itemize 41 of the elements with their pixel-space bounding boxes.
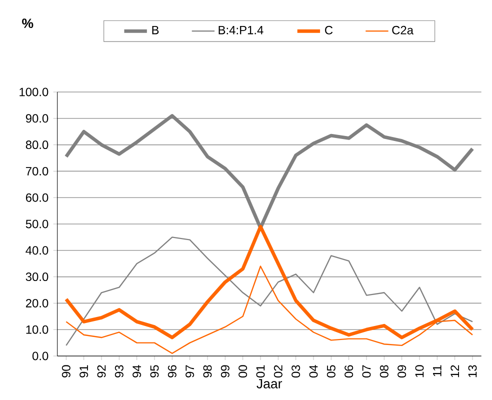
y-tick-label: 90.0 — [26, 114, 48, 123]
x-tick-label: 04 — [309, 365, 318, 378]
x-tick-label: 95 — [150, 365, 159, 378]
y-tick-label: 60.0 — [26, 193, 48, 202]
y-tick-label: 50.0 — [26, 220, 48, 228]
x-tick-label: 99 — [220, 365, 230, 378]
x-tick-label: 07 — [362, 365, 371, 378]
x-tick-label: 97 — [186, 365, 194, 378]
x-tick-label: 01 — [256, 365, 265, 378]
x-tick-label: 03 — [292, 365, 300, 378]
y-tick-label: 30.0 — [26, 272, 48, 282]
y-tick-label: 20.0 — [26, 298, 48, 308]
y-axis-title: % — [22, 18, 34, 28]
x-tick-label: 98 — [203, 365, 212, 378]
x-tick-label: 93 — [114, 365, 124, 378]
x-tick-label: 10 — [415, 365, 424, 378]
x-tick-label: 12 — [450, 365, 460, 378]
legend-label: C — [325, 26, 333, 34]
x-tick-label: 08 — [380, 365, 388, 378]
y-tick-label: 0.0 — [32, 352, 48, 360]
legend-label: B:4:P1.4 — [218, 26, 264, 34]
legend-label: C2a — [392, 26, 414, 34]
x-axis-title: Jaar — [256, 379, 282, 388]
x-tick-label: 09 — [398, 365, 406, 378]
legend-label: B — [152, 26, 159, 34]
x-tick-label: 94 — [132, 365, 142, 378]
x-tick-label: 05 — [326, 365, 336, 378]
y-tick-label: 80.0 — [26, 140, 48, 150]
x-tick-label: 96 — [168, 365, 176, 378]
x-tick-label: 00 — [238, 365, 248, 378]
x-tick-label: 92 — [97, 365, 106, 378]
y-tick-label: 40.0 — [26, 246, 48, 255]
y-tick-label: 70.0 — [26, 166, 48, 176]
x-tick-label: 11 — [433, 365, 442, 376]
y-tick-label: 10.0 — [26, 325, 48, 334]
y-tick-label: 100.0 — [20, 88, 48, 96]
x-tick-label: 91 — [80, 365, 88, 378]
x-tick-label: 02 — [274, 365, 282, 378]
x-tick-label: 06 — [344, 365, 354, 378]
x-tick-label: 13 — [468, 365, 477, 378]
x-tick-label: 90 — [62, 365, 70, 378]
